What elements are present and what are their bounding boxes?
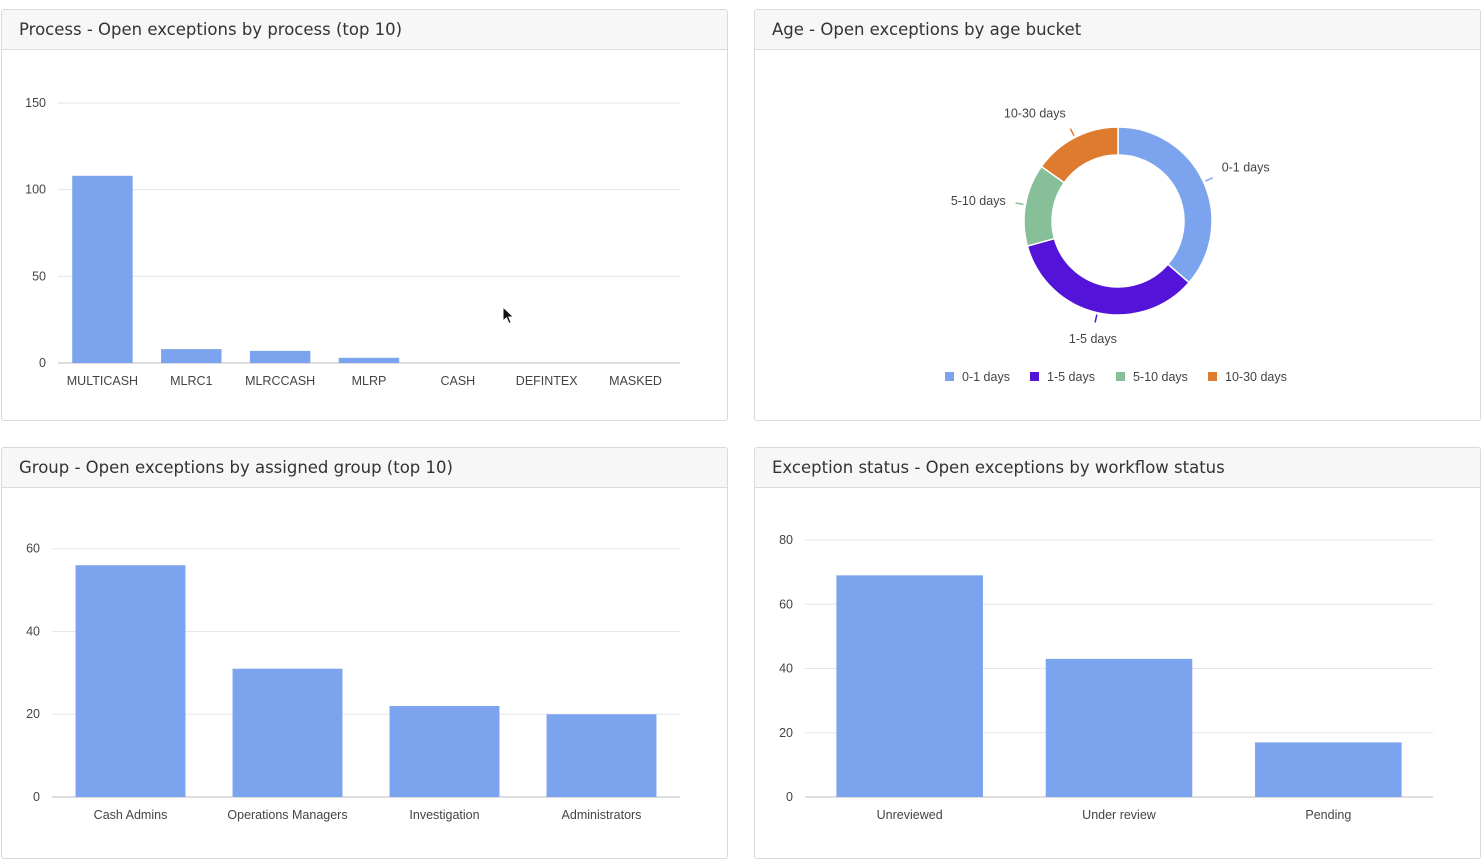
slice-label: 5-10 days	[951, 194, 1006, 208]
y-tick-label: 50	[32, 269, 46, 283]
status-bar-chart: 0 20 40 60 80 Unreviewed Under review Pending	[779, 533, 1433, 822]
age-chart-card: Age - Open exceptions by age bucket 0-1 …	[754, 9, 1481, 421]
x-tick-label: MULTICASH	[67, 374, 138, 388]
status-chart-title: Exception status - Open exceptions by wo…	[755, 448, 1480, 488]
slice-1-5-days[interactable]	[1026, 237, 1191, 316]
bar-investigation[interactable]	[389, 705, 500, 797]
y-tick-label: 20	[26, 707, 40, 721]
slice-label-leader	[1069, 128, 1075, 137]
bar-administrators[interactable]	[546, 714, 657, 797]
x-tick-label: MASKED	[609, 374, 662, 388]
y-tick-label: 0	[33, 790, 40, 804]
x-tick-label: CASH	[440, 374, 475, 388]
x-tick-label: MLRC1	[170, 374, 212, 388]
x-tick-label: DEFINTEX	[516, 374, 578, 388]
x-tick-label: MLRCCASH	[245, 374, 315, 388]
bar-cash-admins[interactable]	[75, 565, 186, 797]
y-tick-label: 60	[26, 542, 40, 556]
y-tick-label: 100	[25, 183, 46, 197]
y-tick-label: 40	[26, 624, 40, 638]
bar-operations-managers[interactable]	[232, 668, 343, 797]
slice-label-leader	[1015, 202, 1024, 206]
slice-label: 10-30 days	[1004, 107, 1066, 121]
y-tick-label: 60	[779, 597, 793, 611]
age-donut-chart: 0-1 days 1-5 days 5-10 days 10-30 days 0-1 d…	[945, 107, 1287, 384]
bar-mlrccash[interactable]	[249, 350, 311, 363]
bar-under-review[interactable]	[1045, 658, 1193, 797]
x-tick-label: Pending	[1305, 808, 1351, 822]
group-bar-chart: 0 20 40 60 Cash Admins Operations Managers Inv…	[26, 542, 680, 822]
slice-label-leader	[1205, 177, 1213, 182]
legend-label[interactable]: 10-30 days	[1225, 370, 1287, 384]
group-chart-title: Group - Open exceptions by assigned grou…	[2, 448, 727, 488]
y-tick-label: 40	[779, 662, 793, 676]
y-tick-label: 0	[39, 356, 46, 370]
legend-swatch	[1030, 372, 1039, 381]
slice-label: 1-5 days	[1069, 332, 1117, 346]
age-chart-title: Age - Open exceptions by age bucket	[755, 10, 1480, 50]
process-chart-title: Process - Open exceptions by process (to…	[2, 10, 727, 50]
bar-mlrp[interactable]	[338, 357, 400, 363]
x-tick-label: Under review	[1082, 808, 1157, 822]
bar-mlrc1[interactable]	[161, 349, 222, 363]
status-chart-card: Exception status - Open exceptions by wo…	[754, 447, 1481, 859]
slice-label: 0-1 days	[1222, 161, 1270, 175]
x-tick-label: Unreviewed	[877, 808, 943, 822]
x-tick-label: Operations Managers	[227, 808, 347, 822]
group-chart-card: Group - Open exceptions by assigned grou…	[1, 447, 728, 859]
legend-label[interactable]: 5-10 days	[1133, 370, 1188, 384]
process-chart-card: Process - Open exceptions by process (to…	[1, 9, 728, 421]
y-tick-label: 80	[779, 533, 793, 547]
x-tick-label: Investigation	[409, 808, 479, 822]
x-tick-label: Administrators	[562, 808, 642, 822]
legend-label[interactable]: 1-5 days	[1047, 370, 1095, 384]
x-tick-label: Cash Admins	[94, 808, 168, 822]
process-bar-chart: 0 50 100 150 MULTICASH MLRC1 MLRCCASH MLRP CASH D…	[25, 96, 680, 388]
mouse-cursor-icon	[502, 306, 515, 325]
x-tick-label: MLRP	[352, 374, 387, 388]
bar-multicash[interactable]	[72, 175, 133, 363]
bar-pending[interactable]	[1255, 742, 1402, 797]
legend-swatch	[945, 372, 954, 381]
slice-label-leader	[1094, 314, 1098, 323]
y-tick-label: 20	[779, 726, 793, 740]
y-tick-label: 150	[25, 96, 46, 110]
y-tick-label: 0	[786, 790, 793, 804]
bar-unreviewed[interactable]	[836, 575, 983, 797]
slice-0-1-days[interactable]	[1117, 126, 1213, 284]
legend-label[interactable]: 0-1 days	[962, 370, 1010, 384]
slice-10-30-days[interactable]	[1040, 126, 1119, 184]
legend-swatch	[1116, 372, 1125, 381]
legend-swatch	[1208, 372, 1217, 381]
